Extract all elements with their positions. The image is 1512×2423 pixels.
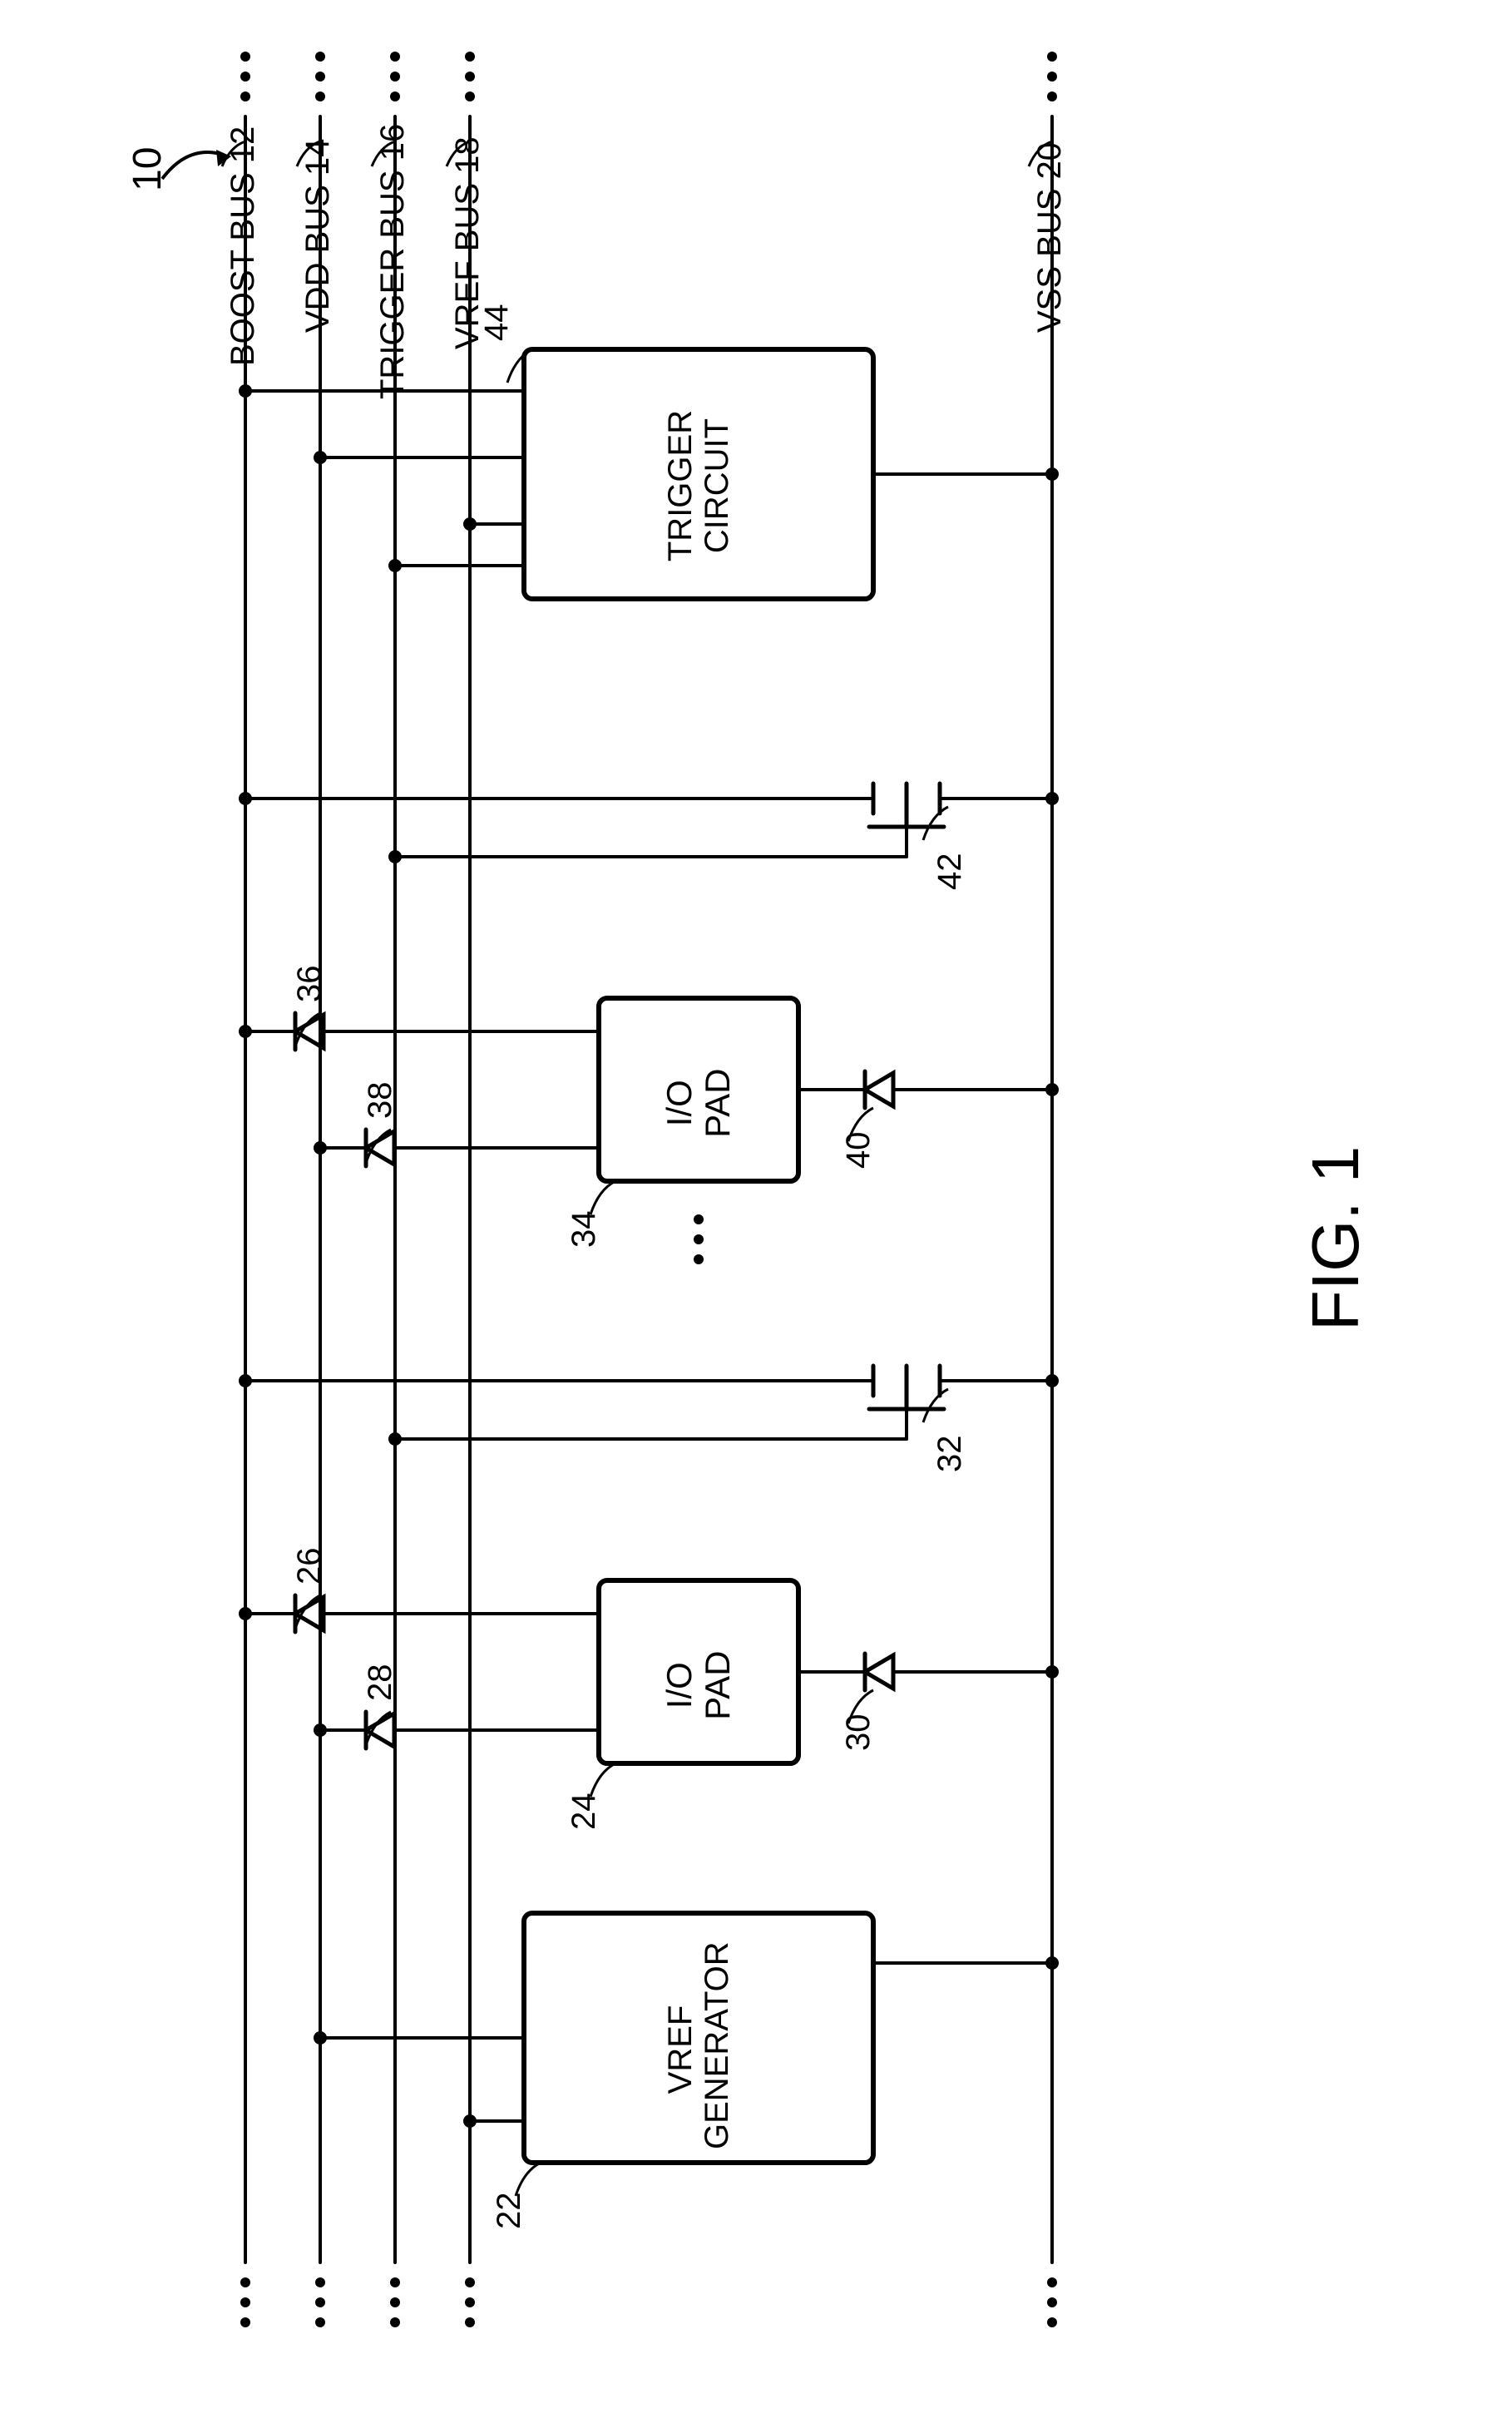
ref-42: 42: [931, 853, 969, 891]
box-vref_gen: VREFGENERATOR: [662, 1950, 735, 2149]
box-trigger: TRIGGERCIRCUIT: [662, 386, 735, 586]
bus-label-trigger: TRIGGER BUS 16: [374, 124, 412, 399]
ref-32: 32: [931, 1436, 969, 1473]
ref-44: 44: [478, 304, 516, 342]
figure-title: FIG. 1: [1297, 1146, 1374, 1331]
ref-36: 36: [291, 966, 329, 1003]
ref-38: 38: [362, 1082, 399, 1120]
bus-label-boost: BOOST BUS 12: [225, 126, 262, 366]
bus-label-vdd: VDD BUS 14: [299, 139, 337, 333]
box-io_pad_1: I/OPAD: [660, 1585, 737, 1785]
ref-30: 30: [840, 1714, 877, 1752]
ref-34: 34: [566, 1211, 603, 1249]
ref-10: 10: [125, 147, 170, 191]
bus-label-vss: VSS BUS 20: [1031, 142, 1069, 333]
ref-26: 26: [291, 1548, 329, 1585]
ref-24: 24: [566, 1793, 603, 1831]
box-io_pad_2: I/OPAD: [660, 1003, 737, 1203]
ref-28: 28: [362, 1664, 399, 1702]
ref-22: 22: [491, 2193, 528, 2230]
ref-40: 40: [840, 1132, 877, 1169]
